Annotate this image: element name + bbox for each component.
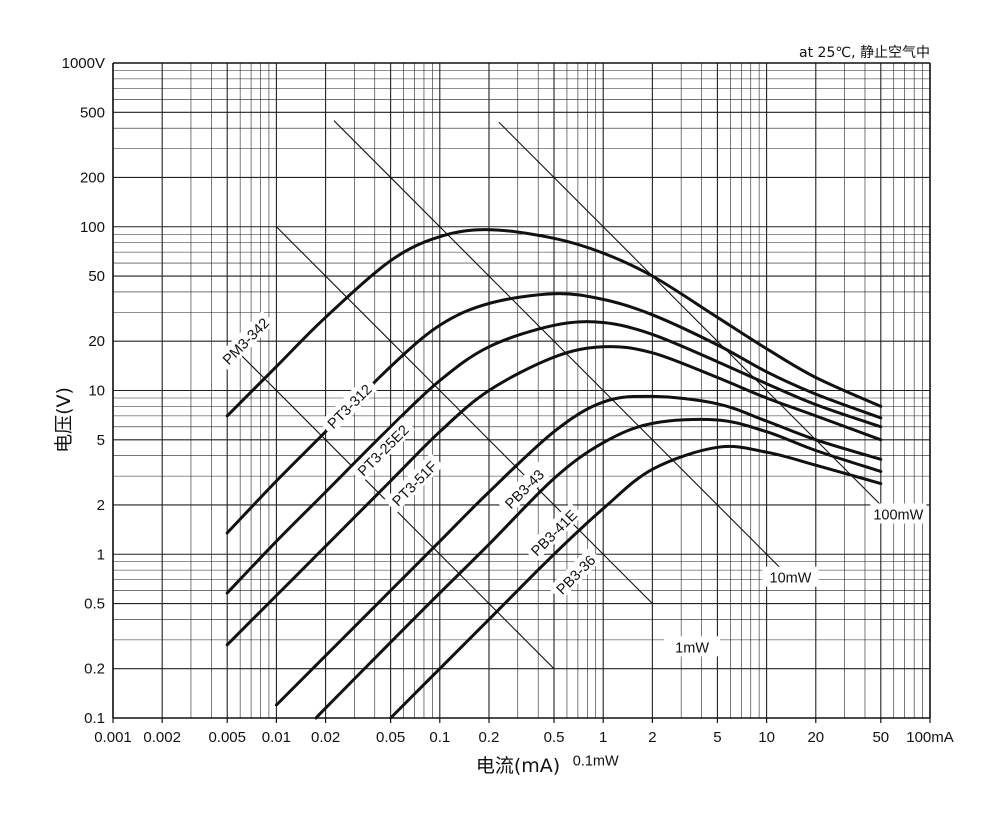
power-label-bg — [664, 636, 721, 657]
series-line — [225, 320, 883, 595]
x-tick-label: 0.02 — [311, 729, 340, 746]
series-label-bg — [319, 375, 379, 436]
x-tick-label: 0.01 — [262, 729, 291, 746]
series-line — [389, 444, 883, 720]
x-tick-label: 0.005 — [208, 729, 246, 746]
y-tick-label: 1000V — [62, 55, 105, 72]
x-tick-label: 1 — [599, 729, 607, 746]
tick-labels: 0.001 0.002 0.005 0.01 0.02 0.05 0.1 0.2 0.5 1 2 5 1… — [62, 55, 954, 746]
series-label-bg — [215, 310, 275, 371]
x-tick-label: 0.1 — [429, 729, 450, 746]
y-tick-label: 5 — [97, 432, 105, 449]
power-label-bg — [762, 566, 819, 587]
x-tick-label: 100mA — [906, 729, 954, 746]
power-line — [276, 226, 653, 604]
power-label: 1mW — [675, 640, 709, 656]
x-tick-label: 0.2 — [479, 729, 500, 746]
series-line — [314, 417, 883, 720]
power-line — [333, 120, 783, 571]
y-tick-label: 1 — [97, 546, 105, 563]
y-tick-label: 20 — [88, 333, 105, 350]
power-lines: 0.1mW 1mW 10mW 100mW — [233, 120, 927, 770]
x-axis-title: 电流(mA) — [476, 755, 560, 777]
y-tick-label: 100 — [80, 219, 105, 236]
power-label: 100mW — [873, 507, 923, 523]
x-tick-label: 50 — [872, 729, 889, 746]
y-tick-label: 0.2 — [84, 661, 105, 678]
y-axis-title: 电压(V) — [53, 387, 75, 453]
power-label-bg — [567, 749, 624, 770]
x-tick-label: 2 — [648, 729, 656, 746]
series-label-bg — [497, 461, 551, 516]
y-tick-label: 0.1 — [84, 710, 105, 727]
x-tick-label: 5 — [713, 729, 721, 746]
y-tick-label: 0.5 — [84, 596, 105, 613]
series-line — [274, 394, 883, 707]
x-tick-label: 10 — [758, 729, 775, 746]
x-tick-label: 0.001 — [94, 729, 132, 746]
curves — [225, 228, 883, 720]
series-line — [225, 228, 883, 418]
x-tick-label: 0.05 — [376, 729, 405, 746]
series-label-bg — [384, 453, 444, 513]
x-tick-label: 0.002 — [143, 729, 181, 746]
x-tick-label: 20 — [807, 729, 824, 746]
power-label-bg — [870, 503, 927, 524]
series-label-bg — [548, 547, 602, 601]
y-tick-label: 50 — [88, 268, 105, 285]
y-tick-label: 200 — [80, 169, 105, 186]
y-tick-label: 500 — [80, 104, 105, 121]
y-tick-label: 2 — [97, 497, 105, 514]
series-line — [225, 345, 883, 647]
series-line — [225, 292, 883, 535]
power-label: 10mW — [770, 571, 812, 587]
condition-note: at 25℃, 静止空气中 — [799, 45, 930, 61]
power-label: 0.1mW — [573, 754, 619, 770]
y-tick-label: 10 — [88, 383, 105, 400]
x-tick-label: 0.5 — [544, 729, 565, 746]
series-label-bg — [349, 416, 416, 483]
series-label-bg — [523, 502, 584, 562]
